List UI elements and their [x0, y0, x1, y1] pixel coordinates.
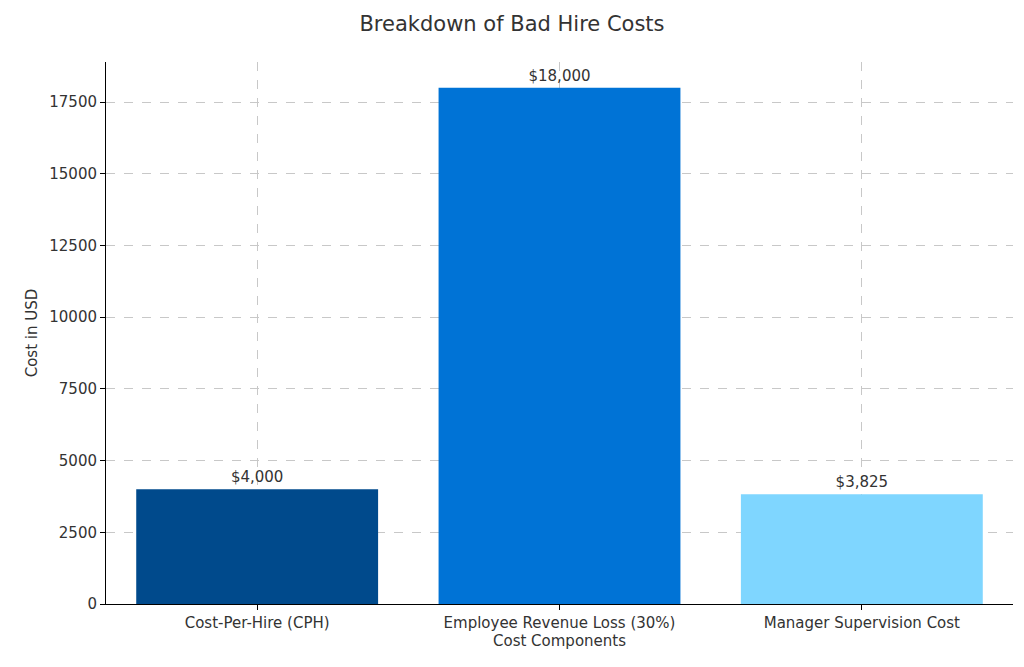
- svg-text:17500: 17500: [49, 93, 97, 111]
- svg-text:Cost in USD: Cost in USD: [23, 289, 41, 378]
- svg-text:Breakdown of Bad Hire Costs: Breakdown of Bad Hire Costs: [359, 12, 664, 36]
- svg-text:$18,000: $18,000: [528, 67, 590, 85]
- svg-text:7500: 7500: [59, 380, 97, 398]
- svg-text:12500: 12500: [49, 237, 97, 255]
- svg-text:Manager Supervision Cost: Manager Supervision Cost: [764, 614, 960, 632]
- svg-text:$4,000: $4,000: [231, 468, 283, 486]
- svg-text:2500: 2500: [59, 524, 97, 542]
- svg-text:Employee Revenue Loss (30%): Employee Revenue Loss (30%): [444, 614, 676, 632]
- svg-text:0: 0: [87, 595, 97, 613]
- svg-text:5000: 5000: [59, 452, 97, 470]
- svg-text:15000: 15000: [49, 165, 97, 183]
- svg-text:Cost Components: Cost Components: [493, 632, 626, 650]
- svg-text:$3,825: $3,825: [836, 473, 889, 491]
- svg-text:Cost-Per-Hire (CPH): Cost-Per-Hire (CPH): [185, 614, 330, 632]
- svg-text:10000: 10000: [49, 308, 97, 326]
